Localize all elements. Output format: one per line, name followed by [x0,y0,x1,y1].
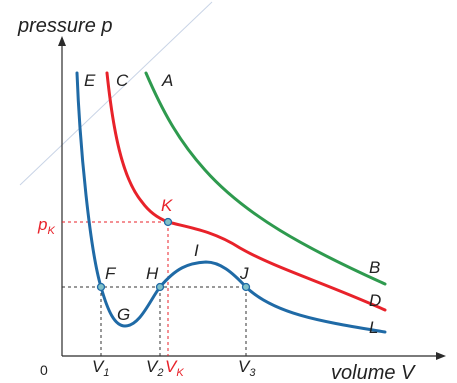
tick-label-V1: V1 [92,357,109,379]
curve-label-C: C [116,71,129,90]
critical-point-K [163,217,173,227]
origin-label: 0 [40,362,48,378]
curve-label-E: E [84,71,96,90]
point-label-F: F [105,264,117,283]
point-label-J: J [239,264,249,283]
point-H [155,282,165,292]
point-J [241,282,251,292]
y-axis-label: pressure p [17,15,113,37]
isotherm-A-B [144,71,387,286]
curve-label-A: A [161,71,173,90]
x-axis-arrowhead [436,352,446,360]
curve-label-L: L [369,318,378,337]
diagonal-guide-line [19,1,213,186]
point-label-I: I [194,241,199,260]
tick-label-VK: VK [165,357,184,379]
curve-label-B: B [369,258,380,277]
point-F [96,282,106,292]
tick-label-V2: V2 [146,357,163,379]
point-label-K: K [161,196,173,215]
tick-label-pK: pK [37,215,55,237]
isotherm-E-L [75,71,387,334]
point-label-G: G [117,305,130,324]
point-label-H: H [146,264,159,283]
x-axis-label: volume V [331,362,416,383]
curve-label-D: D [369,291,381,310]
y-axis-arrowhead [58,36,66,46]
tick-label-V3: V3 [238,357,256,379]
